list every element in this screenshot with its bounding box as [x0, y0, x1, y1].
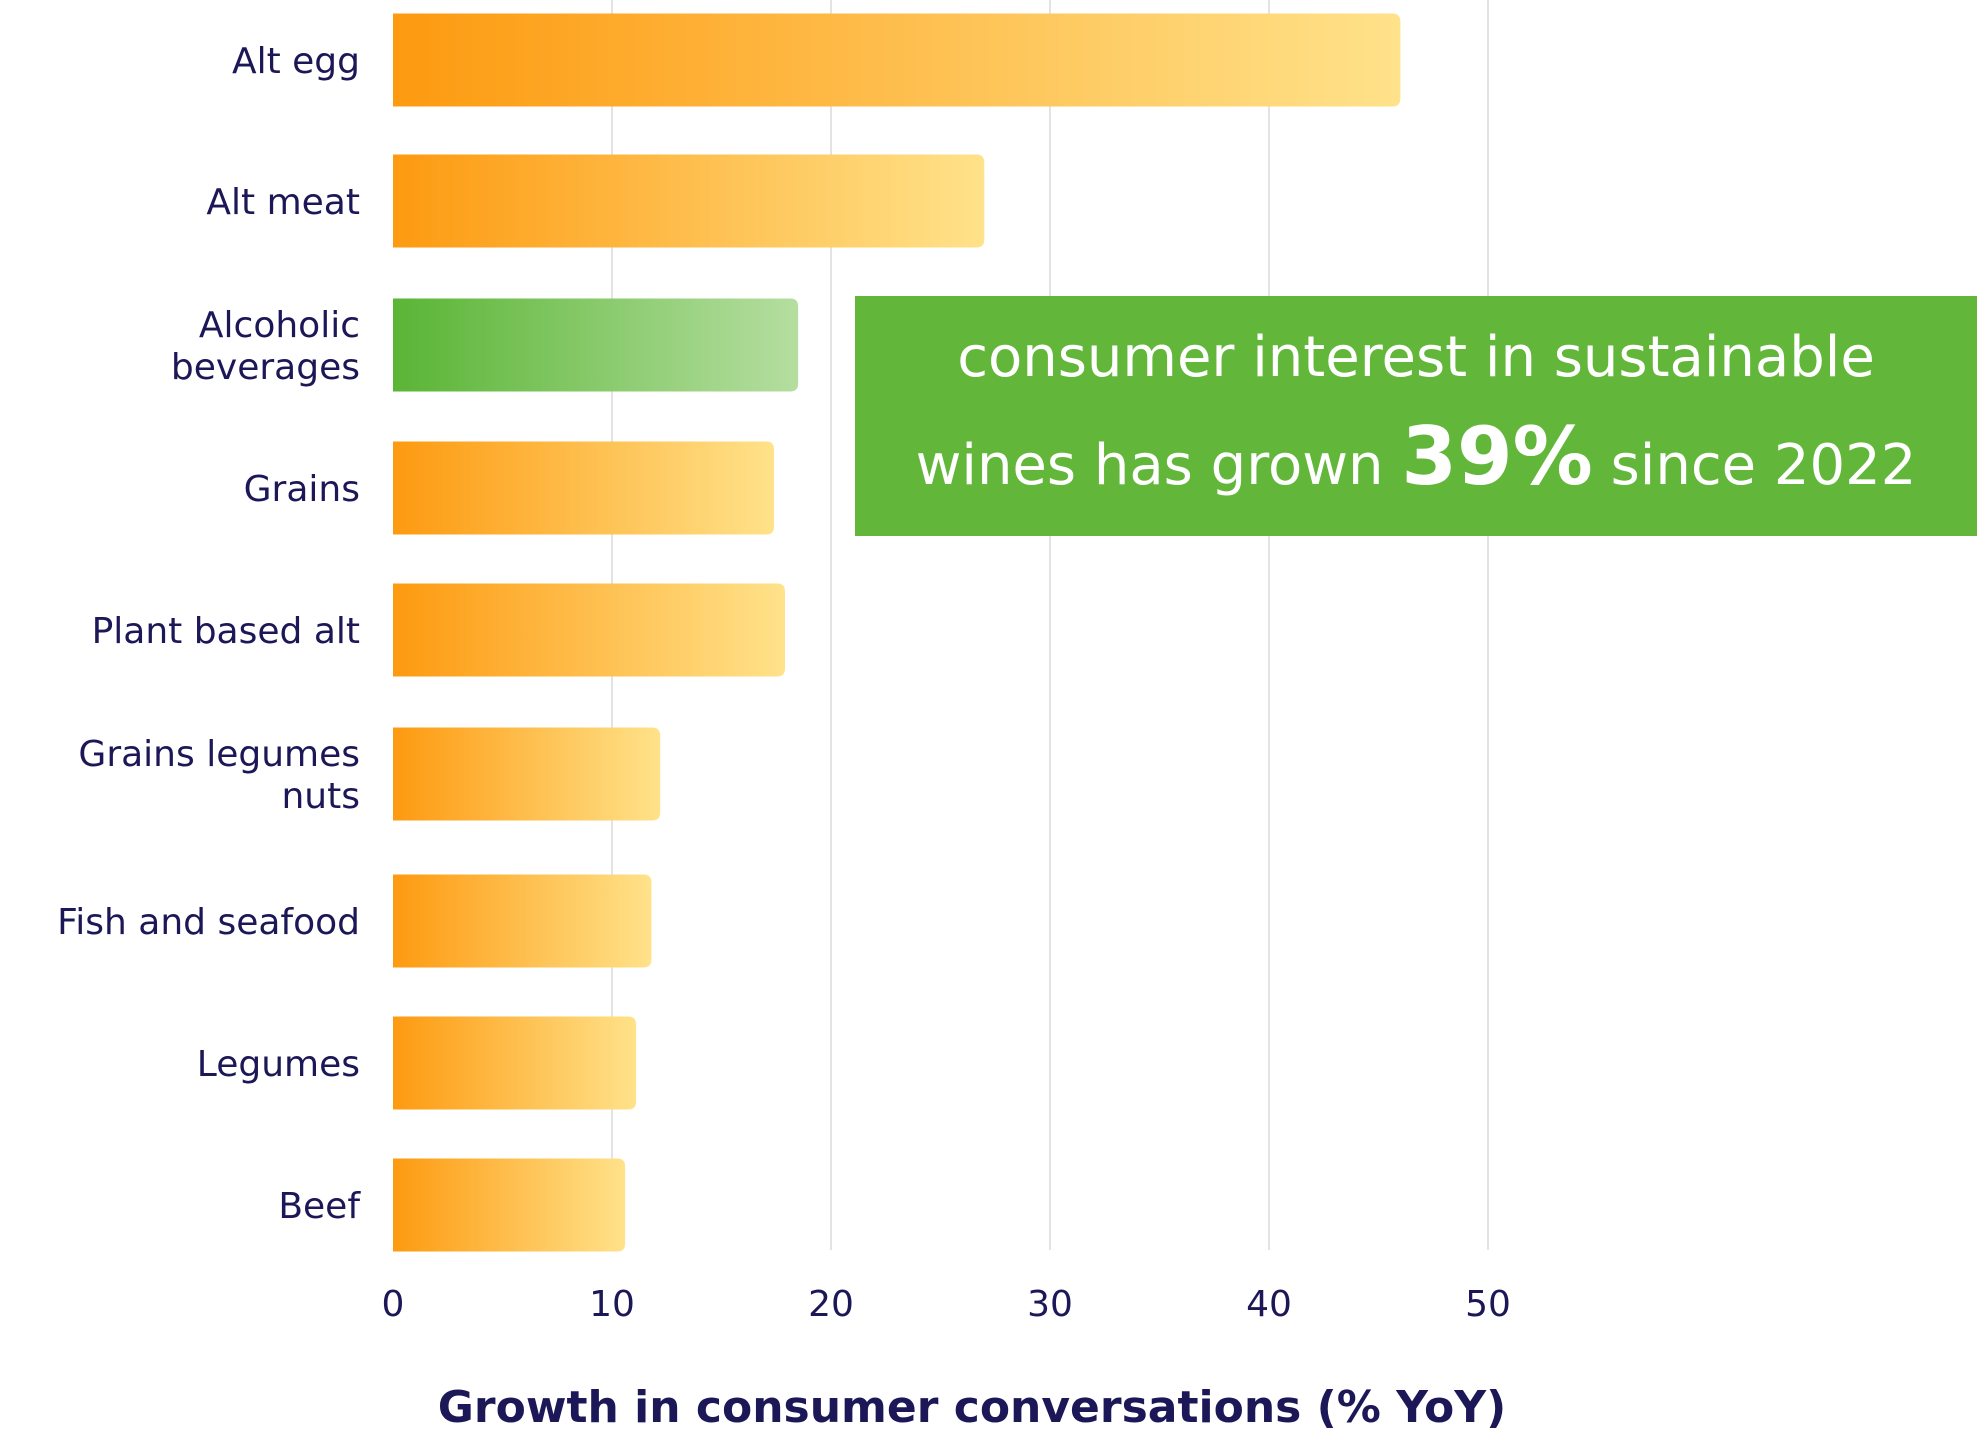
x-tick-label: 0	[382, 1284, 405, 1325]
category-label: Fish and seafood	[57, 902, 360, 943]
category-label: Alt egg	[232, 41, 360, 82]
bar-alcoholic-beverages	[393, 298, 799, 392]
x-tick-label: 40	[1246, 1284, 1292, 1325]
x-axis-ticks: 0 10 20 30 40 50	[382, 1284, 1511, 1325]
category-label: Plant based alt	[92, 611, 360, 652]
x-tick-label: 10	[589, 1284, 635, 1325]
bar-plant-based-alt	[393, 583, 786, 677]
callout-box: consumer interest in sustainable wines h…	[855, 296, 1977, 536]
x-tick-label: 50	[1465, 1284, 1511, 1325]
category-label: Alcoholic beverages	[171, 305, 360, 388]
bar-beef	[393, 1158, 626, 1252]
x-tick-label: 20	[808, 1284, 854, 1325]
category-label: Grains legumes nuts	[78, 734, 360, 817]
x-axis-title: Growth in consumer conversations (% YoY)	[438, 1382, 1506, 1433]
callout-line-2-post: since 2022	[1592, 432, 1917, 498]
bar-fish-and-seafood	[393, 874, 652, 968]
callout-line-2: wines has grown 39% since 2022	[916, 399, 1917, 515]
category-label: Grains	[244, 469, 360, 510]
bar-alt-meat	[393, 154, 985, 248]
category-label: Alt meat	[206, 182, 360, 223]
category-labels: Alt egg Alt meat Alcoholic beverages Grains P…	[57, 41, 361, 1227]
callout-line-2-pre: wines has grown	[915, 432, 1402, 498]
callout-line-1: consumer interest in sustainable	[957, 325, 1875, 391]
bar-legumes	[393, 1016, 637, 1110]
callout-highlight-value: 39%	[1401, 409, 1593, 503]
category-label: Beef	[278, 1186, 361, 1227]
category-label: Legumes	[197, 1044, 360, 1085]
x-tick-label: 30	[1027, 1284, 1073, 1325]
bars	[393, 13, 1401, 1252]
bar-grains-legumes-nuts	[393, 727, 661, 821]
bar-alt-egg	[393, 13, 1401, 107]
bar-grains	[393, 441, 775, 535]
